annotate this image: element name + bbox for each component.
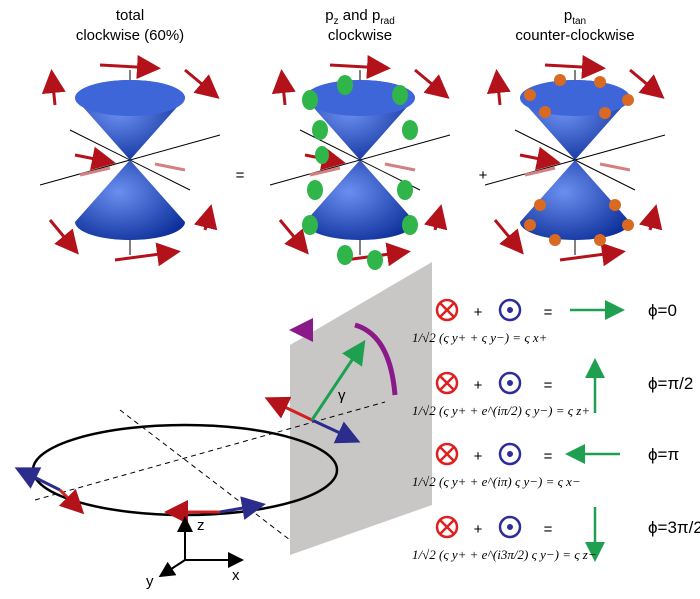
dot-circle <box>498 298 522 322</box>
plus: + <box>479 167 488 184</box>
dot <box>507 380 513 386</box>
plane <box>290 262 432 555</box>
axis-label: x <box>232 567 240 584</box>
orange-orbitals <box>524 74 634 246</box>
cross <box>439 302 455 318</box>
dot <box>507 307 513 313</box>
equation: 1/√2 (ς y+ + ς y−) = ς x+ <box>412 330 547 345</box>
panel-title: counter-clockwise <box>515 27 634 44</box>
dot-circle <box>498 442 522 466</box>
cross <box>439 519 455 535</box>
dashed-lines <box>34 401 386 541</box>
equals: = <box>544 521 553 538</box>
cone <box>40 65 220 260</box>
cone <box>485 65 665 260</box>
panel-title: total <box>116 7 144 24</box>
equals: = <box>544 377 553 394</box>
panel-title: clockwise <box>328 27 392 44</box>
equation: 1/√2 (ς y+ + e^(i3π/2) ς y−) = ς z− <box>412 547 597 562</box>
phi-label: ϕ=π/2 <box>648 374 693 393</box>
tangent-arrows <box>14 396 361 524</box>
plus: + <box>474 521 483 538</box>
plus: + <box>474 448 483 465</box>
spin-arrow <box>310 340 366 421</box>
green-orbitals <box>302 75 418 270</box>
phi-label: ϕ=0 <box>648 301 677 320</box>
dot <box>507 451 513 457</box>
axes <box>158 516 244 578</box>
equals: = <box>544 448 553 465</box>
phi-label: ϕ=π <box>648 445 679 464</box>
equals: = <box>544 304 553 321</box>
panel-title: ptan <box>564 7 586 27</box>
axis-label: y <box>146 573 154 590</box>
rows: + = ϕ=0 1/√2 (ς y+ + ς y−) = ς x+ + = ϕ=π/2 1/√… <box>412 298 700 562</box>
cross-circle <box>435 371 459 395</box>
equals: = <box>236 167 245 184</box>
cross-circle <box>435 442 459 466</box>
equation: 1/√2 (ς y+ + e^(iπ/2) ς y−) = ς z+ <box>412 403 590 418</box>
angle-label: γ <box>338 387 346 404</box>
panel-title: pz and prad <box>325 7 395 27</box>
plus: + <box>474 304 483 321</box>
equation: 1/√2 (ς y+ + e^(iπ) ς y−) = ς x− <box>412 474 581 489</box>
cross <box>439 375 455 391</box>
cone <box>270 65 450 260</box>
rotation-arc <box>354 322 398 396</box>
cross <box>439 446 455 462</box>
panel-title: clockwise (60%) <box>76 27 184 44</box>
dot <box>507 524 513 530</box>
dot-circle <box>498 371 522 395</box>
phi-label: ϕ=3π/2 <box>648 518 700 537</box>
cross-circle <box>435 298 459 322</box>
dot-circle <box>498 515 522 539</box>
plus: + <box>474 377 483 394</box>
axis-label: z <box>197 517 205 534</box>
panel-titles: total clockwise (60%) pz and prad clockw… <box>76 7 635 44</box>
cross-circle <box>435 515 459 539</box>
